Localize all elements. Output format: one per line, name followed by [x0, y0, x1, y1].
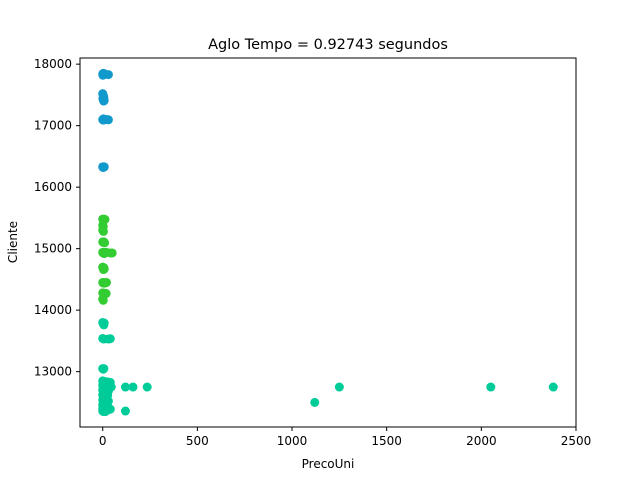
x-tick-label: 2500	[561, 434, 592, 448]
y-axis-ticks: 13000 14000 15000 16000 17000 18000	[34, 57, 80, 379]
data-point	[99, 264, 109, 274]
x-tick-label: 500	[186, 434, 209, 448]
x-tick-label: 0	[99, 434, 107, 448]
data-point	[100, 407, 110, 417]
y-axis-title: Cliente	[6, 221, 20, 263]
data-point	[107, 248, 117, 258]
data-point	[105, 334, 115, 344]
y-tick-label: 17000	[34, 119, 72, 133]
data-point	[120, 406, 130, 416]
data-point	[120, 382, 130, 392]
x-tick-label: 2000	[466, 434, 497, 448]
data-point	[98, 295, 108, 305]
data-point	[334, 382, 344, 392]
x-tick-label: 1500	[371, 434, 402, 448]
data-point	[102, 277, 111, 287]
y-tick-label: 13000	[34, 365, 72, 379]
data-point	[128, 382, 138, 392]
y-tick-label: 16000	[34, 180, 72, 194]
data-point	[310, 397, 320, 407]
data-point	[99, 162, 109, 172]
data-point	[103, 70, 113, 80]
plot-frame	[79, 57, 577, 428]
data-point	[103, 115, 113, 125]
data-point	[100, 238, 110, 248]
data-point	[142, 382, 152, 392]
chart-title: Aglo Tempo = 0.92743 segundos	[208, 37, 448, 53]
x-axis-ticks: 0 500 1000 1500 2000 2500	[99, 427, 591, 448]
data-point	[99, 318, 109, 328]
data-point	[486, 382, 496, 392]
x-axis-title: PrecoUni	[302, 457, 355, 471]
data-point	[98, 226, 108, 236]
points-layer	[98, 68, 558, 417]
y-tick-label: 14000	[34, 303, 72, 317]
y-tick-label: 18000	[34, 57, 72, 71]
y-tick-label: 15000	[34, 242, 72, 256]
x-tick-label: 1000	[277, 434, 308, 448]
data-point	[548, 382, 558, 392]
data-point	[99, 364, 109, 374]
data-point	[99, 95, 109, 105]
